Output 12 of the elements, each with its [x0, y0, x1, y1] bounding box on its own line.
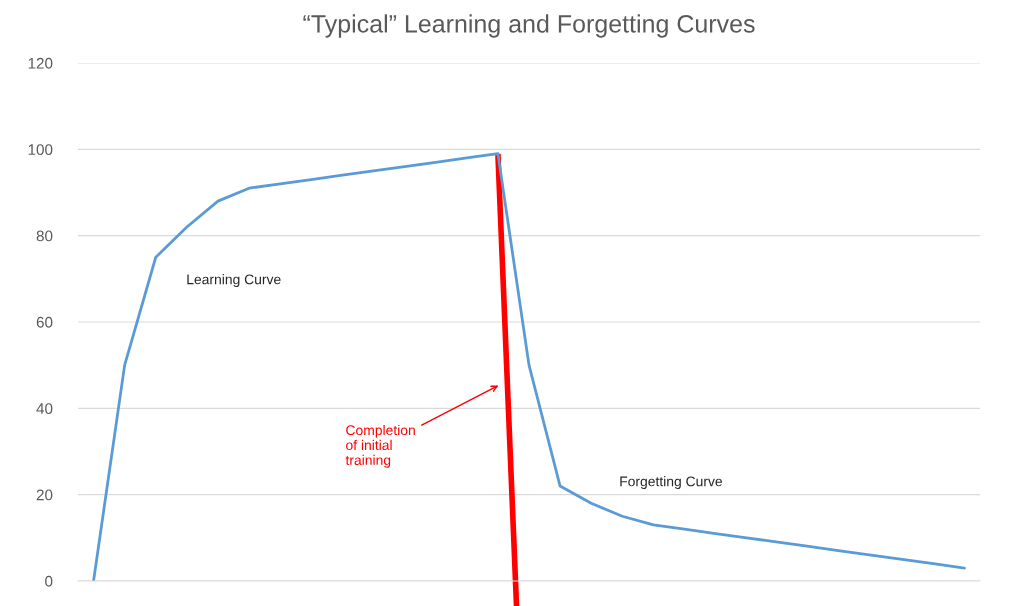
line-series [92, 152, 966, 581]
y-tick-label: 100 [28, 144, 53, 156]
y-tick-label: 0 [45, 575, 53, 587]
y-tick-label: 20 [36, 489, 53, 501]
y-tick-label: 80 [36, 230, 53, 242]
y-tick-label: 120 [28, 57, 53, 69]
y-tick-label: 60 [36, 316, 53, 328]
annotation: Completion of initial training [345, 424, 415, 468]
annotation: Forgetting Curve [620, 476, 723, 490]
y-tick-label: 40 [36, 403, 53, 415]
annotation: Learning Curve [187, 274, 281, 288]
chart-title: “Typical” Learning and Forgetting Curves [303, 14, 755, 38]
